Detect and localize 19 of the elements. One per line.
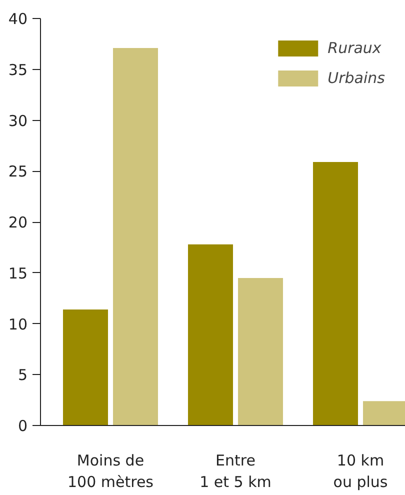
y-tick-label: 15 (8, 264, 28, 282)
y-tick-label: 25 (8, 162, 28, 181)
x-tick-label: Moins de 100 mètres (68, 452, 154, 492)
y-tick-label: 30 (8, 112, 28, 130)
y-tick-label: 40 (8, 10, 28, 28)
x-tick-label: Entre 1 et 5 km (200, 452, 272, 492)
y-tick-label: 5 (18, 366, 28, 384)
bar (313, 162, 358, 426)
y-tick-label: 35 (8, 60, 28, 79)
y-tick-label: 10 (8, 315, 28, 334)
legend-label: Ruraux (328, 39, 382, 57)
legend-label: Urbains (328, 69, 385, 87)
y-tick-label: 20 (8, 214, 28, 232)
bar (113, 48, 158, 426)
bar (188, 244, 233, 426)
x-tick-label: 10 km ou plus (333, 452, 388, 492)
bar (63, 310, 108, 426)
y-tick-label: 0 (18, 417, 28, 435)
bar (238, 278, 283, 426)
